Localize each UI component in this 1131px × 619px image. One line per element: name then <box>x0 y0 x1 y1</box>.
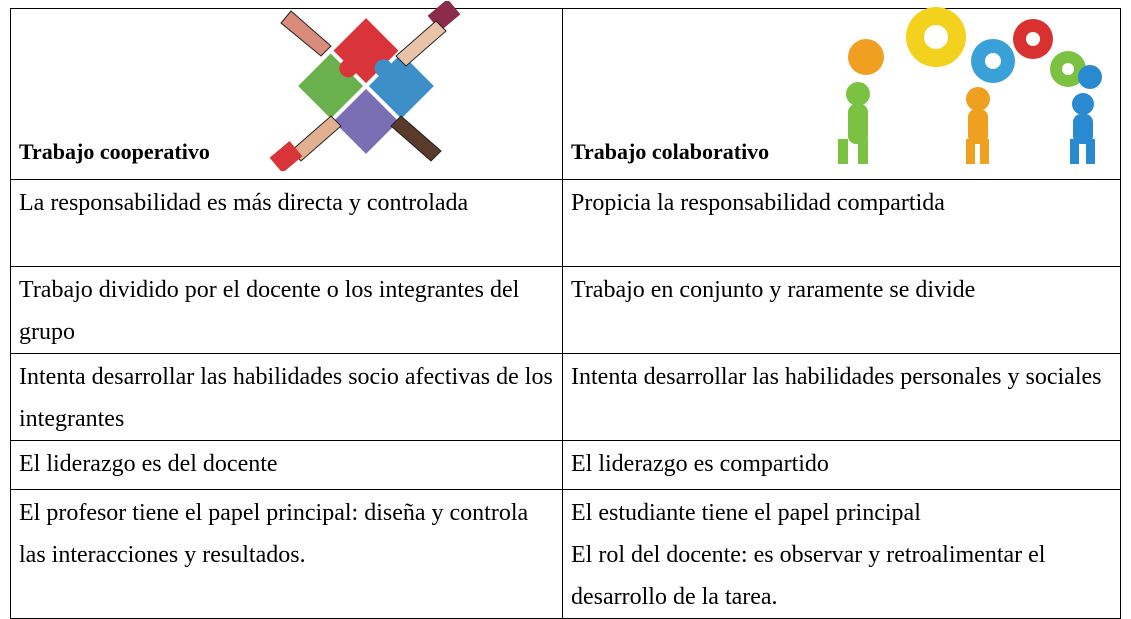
header-text: Trabajo colaborativo <box>571 139 770 164</box>
table-cell: El profesor tiene el papel principal: di… <box>10 489 563 619</box>
gears-illustration <box>838 7 1102 164</box>
cell-text: Intenta desarrollar las habilidades soci… <box>19 364 553 432</box>
table-cell: El liderazgo es compartido <box>562 440 1121 490</box>
table-cell: La responsabilidad es más directa y cont… <box>10 179 563 267</box>
cell-text: Trabajo en conjunto y raramente se divid… <box>571 277 976 303</box>
comparison-table: Trabajo cooperativo Trabajo colaborativo… <box>10 1 1121 619</box>
table-row: El profesor tiene el papel principal: di… <box>10 489 1121 619</box>
table-cell: Intenta desarrollar las habilidades pers… <box>562 353 1121 441</box>
puzzle-hands-illustration <box>269 1 461 171</box>
cell-text: El estudiante tiene el papel principal <box>571 500 921 526</box>
cell-text: Propicia la responsabilidad compartida <box>571 190 945 216</box>
header-row: Trabajo cooperativo Trabajo colaborativo <box>10 1 1121 180</box>
cell-text: El profesor tiene el papel principal: di… <box>19 500 529 568</box>
header-text: Trabajo cooperativo <box>19 139 210 164</box>
cell-text: El liderazgo es del docente <box>19 451 278 477</box>
table-cell: Intenta desarrollar las habilidades soci… <box>10 353 563 441</box>
table-row: Trabajo dividido por el docente o los in… <box>10 266 1121 354</box>
table-cell: Propicia la responsabilidad compartida <box>562 179 1121 267</box>
cell-text: Trabajo dividido por el docente o los in… <box>19 277 520 345</box>
cell-text: El rol del docente: es observar y retroa… <box>571 542 1046 610</box>
table-cell: El estudiante tiene el papel principal El… <box>562 489 1121 619</box>
cell-text: La responsabilidad es más directa y cont… <box>19 190 469 216</box>
cell-text: El liderazgo es compartido <box>571 451 829 477</box>
table-body: Trabajo cooperativo Trabajo colaborativo… <box>10 1 1121 619</box>
table-cell: Trabajo en conjunto y raramente se divid… <box>562 266 1121 354</box>
table-row: El liderazgo es del docente El liderazgo … <box>10 440 1121 490</box>
table-cell: El liderazgo es del docente <box>10 440 563 490</box>
cell-text: Intenta desarrollar las habilidades pers… <box>571 364 1102 390</box>
table-cell: Trabajo dividido por el docente o los in… <box>10 266 563 354</box>
header-cell: Trabajo cooperativo <box>10 1 563 180</box>
header-cell: Trabajo colaborativo <box>562 7 1121 180</box>
table-row: Intenta desarrollar las habilidades soci… <box>10 353 1121 441</box>
table-row: La responsabilidad es más directa y cont… <box>10 179 1121 267</box>
